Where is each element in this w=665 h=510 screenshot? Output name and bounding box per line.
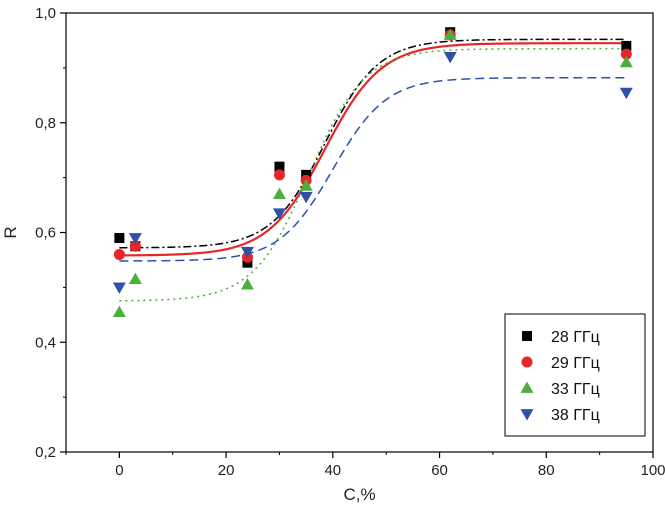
fit-curve-3 xyxy=(119,47,627,302)
point-series-2 xyxy=(273,169,285,181)
legend-marker-2 xyxy=(521,356,533,368)
point-series-3 xyxy=(443,28,457,40)
point-series-3 xyxy=(240,278,254,290)
point-series-3 xyxy=(128,272,142,285)
legend-label-4: 38 ГГц xyxy=(551,407,600,424)
point-series-4 xyxy=(240,246,254,259)
point-series-4 xyxy=(128,233,142,245)
point-series-2 xyxy=(129,240,141,252)
x-tick-label: 60 xyxy=(431,462,448,479)
legend-marker-4 xyxy=(520,409,534,421)
point-series-1 xyxy=(114,232,125,243)
fit-curve-2 xyxy=(119,42,627,257)
point-series-3 xyxy=(619,55,633,68)
fit-curves xyxy=(119,38,627,302)
y-tick-label: 0,8 xyxy=(35,115,56,132)
y-tick-label: 0,2 xyxy=(35,444,56,461)
y-axis-label: R xyxy=(1,226,20,238)
point-series-4 xyxy=(272,208,286,220)
legend-label-2: 29 ГГц xyxy=(551,355,600,372)
point-series-3 xyxy=(272,187,286,199)
x-tick-label: 0 xyxy=(115,462,123,479)
x-axis-label: C,% xyxy=(343,485,375,504)
point-series-2 xyxy=(620,48,632,60)
ticks: 0 20 40 60 80 100 0,2 0,4 0,6 0,8 1,0 xyxy=(35,5,665,479)
y-tick-label: 0,6 xyxy=(35,225,56,242)
point-series-4 xyxy=(443,52,457,64)
y-tick-label: 1,0 xyxy=(35,5,56,22)
point-series-4 xyxy=(299,191,313,204)
point-series-3 xyxy=(299,179,313,191)
x-tick-label: 20 xyxy=(218,462,235,479)
y-tick-label: 0,4 xyxy=(35,334,56,351)
legend-label-1: 28 ГГц xyxy=(551,329,600,346)
x-tick-label: 80 xyxy=(538,462,555,479)
fit-curve-1 xyxy=(119,38,627,249)
point-series-4 xyxy=(112,282,126,294)
x-tick-label: 100 xyxy=(640,462,665,479)
x-tick-label: 40 xyxy=(324,462,341,479)
legend: 28 ГГц 29 ГГц 33 ГГц 38 ГГц xyxy=(504,313,646,437)
data-points xyxy=(112,27,633,317)
point-series-1 xyxy=(621,40,632,51)
legend-label-3: 33 ГГц xyxy=(551,381,600,398)
point-series-2 xyxy=(113,248,125,260)
point-series-4 xyxy=(619,87,633,100)
fit-curve-4 xyxy=(119,77,627,262)
legend-marker-1 xyxy=(522,331,532,341)
point-series-3 xyxy=(112,305,126,317)
point-series-1 xyxy=(274,161,285,172)
legend-marker-3 xyxy=(520,381,534,393)
